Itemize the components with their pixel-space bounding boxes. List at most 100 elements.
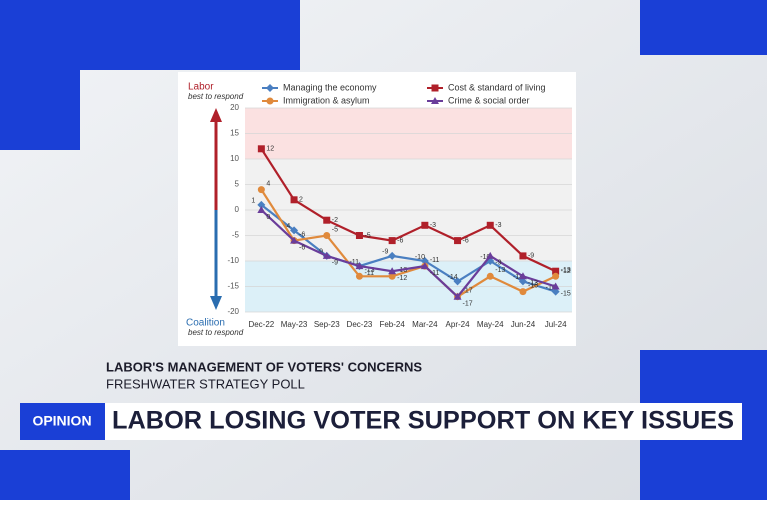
data-label: -15 bbox=[561, 290, 571, 297]
data-point bbox=[552, 267, 560, 275]
x-tick-label: Jul-24 bbox=[545, 320, 567, 329]
data-label: -17 bbox=[463, 301, 473, 308]
data-point bbox=[551, 287, 560, 296]
data-label: -11 bbox=[364, 270, 374, 277]
data-label: -10 bbox=[415, 254, 425, 261]
data-point bbox=[486, 221, 494, 229]
data-label: -13 bbox=[561, 267, 571, 274]
series-line bbox=[260, 204, 556, 293]
data-label: -13 bbox=[495, 267, 505, 274]
data-label: -6 bbox=[397, 237, 403, 244]
data-label: -16 bbox=[546, 284, 556, 291]
data-label: -17 bbox=[463, 288, 473, 295]
data-point bbox=[355, 232, 363, 239]
data-point bbox=[388, 267, 397, 275]
data-label: -12 bbox=[561, 268, 571, 275]
data-label: -16 bbox=[528, 282, 538, 289]
data-point bbox=[388, 272, 396, 280]
data-point bbox=[257, 186, 265, 194]
arrow-head bbox=[210, 296, 222, 310]
headline: LABOR LOSING VOTER SUPPORT ON KEY ISSUES bbox=[112, 407, 734, 435]
data-point bbox=[322, 251, 331, 259]
headline-box bbox=[105, 403, 742, 440]
data-label: -4 bbox=[284, 223, 290, 230]
data-label: -9 bbox=[528, 253, 534, 260]
data-point bbox=[257, 206, 266, 213]
data-label: -12 bbox=[397, 275, 407, 282]
series-line bbox=[260, 189, 557, 299]
y-tick-label: 0 bbox=[235, 205, 240, 214]
x-tick-label: Sep-23 bbox=[314, 320, 340, 329]
data-point bbox=[388, 237, 396, 245]
arrow-head bbox=[210, 108, 222, 122]
legend-marker bbox=[266, 84, 274, 92]
tag-box bbox=[20, 403, 105, 440]
data-label: -10 bbox=[480, 254, 490, 261]
x-tick-label: Dec-23 bbox=[347, 320, 373, 329]
legend-label: Managing the economy bbox=[283, 82, 377, 92]
axis-bottom-sublabel: best to respond bbox=[188, 328, 244, 337]
y-tick-label: -15 bbox=[227, 282, 239, 291]
caption-subtitle: FRESHWATER STRATEGY POLL bbox=[106, 376, 305, 391]
data-point bbox=[486, 251, 495, 259]
data-point bbox=[257, 145, 265, 153]
data-label: -9 bbox=[332, 260, 338, 267]
tag: OPINION bbox=[32, 413, 91, 429]
data-point bbox=[421, 221, 429, 229]
data-label: 2 bbox=[299, 197, 303, 204]
data-point bbox=[486, 272, 494, 280]
legend-label: Crime & social order bbox=[448, 95, 530, 105]
legend-label: Cost & standard of living bbox=[448, 82, 546, 92]
data-label: -3 bbox=[430, 222, 436, 229]
data-label: -14 bbox=[513, 274, 523, 281]
data-label: -2 bbox=[332, 217, 338, 224]
data-point bbox=[290, 226, 299, 235]
data-point bbox=[290, 196, 298, 204]
data-label: -9 bbox=[495, 260, 501, 267]
data-label: -6 bbox=[299, 244, 305, 251]
data-point bbox=[355, 272, 363, 280]
data-point bbox=[519, 252, 527, 260]
axis-bottom-label: Coalition bbox=[186, 318, 225, 329]
data-point bbox=[323, 232, 331, 239]
data-label: 0 bbox=[266, 214, 270, 221]
y-tick-label: -10 bbox=[227, 256, 239, 265]
legend-label: Immigration & asylum bbox=[283, 95, 370, 105]
data-point bbox=[420, 257, 429, 265]
x-tick-label: May-24 bbox=[477, 320, 504, 329]
data-label: -6 bbox=[463, 237, 469, 244]
y-tick-label: 15 bbox=[230, 129, 239, 138]
blue-block bbox=[640, 0, 767, 55]
y-tick-label: 5 bbox=[235, 180, 240, 189]
series-line bbox=[260, 209, 556, 299]
data-point bbox=[551, 282, 560, 290]
data-label: -5 bbox=[332, 226, 338, 233]
y-tick-label: 20 bbox=[230, 103, 239, 112]
data-point bbox=[552, 272, 560, 280]
data-label: -11 bbox=[430, 257, 440, 264]
axis-top-label: Labor bbox=[188, 82, 214, 93]
data-label: 12 bbox=[266, 146, 274, 153]
legend-marker bbox=[266, 97, 274, 105]
data-point bbox=[518, 277, 527, 286]
data-point bbox=[420, 262, 429, 270]
data-point bbox=[355, 262, 364, 270]
blue-block bbox=[0, 70, 80, 150]
x-tick-label: Jun-24 bbox=[511, 320, 536, 329]
x-tick-label: May-23 bbox=[281, 320, 308, 329]
x-tick-label: Dec-22 bbox=[248, 320, 274, 329]
data-label: -11 bbox=[349, 259, 359, 266]
data-point bbox=[519, 288, 527, 296]
legend-marker bbox=[431, 84, 439, 92]
data-label: -5 bbox=[364, 232, 370, 239]
data-label: -13 bbox=[364, 267, 374, 274]
data-point bbox=[290, 236, 299, 244]
data-point bbox=[518, 272, 527, 280]
legend-marker bbox=[431, 97, 439, 104]
blue-block bbox=[0, 450, 130, 500]
data-label: -14 bbox=[448, 274, 458, 281]
data-point bbox=[454, 237, 462, 245]
x-tick-label: Feb-24 bbox=[379, 320, 405, 329]
data-label: 1 bbox=[251, 198, 255, 205]
